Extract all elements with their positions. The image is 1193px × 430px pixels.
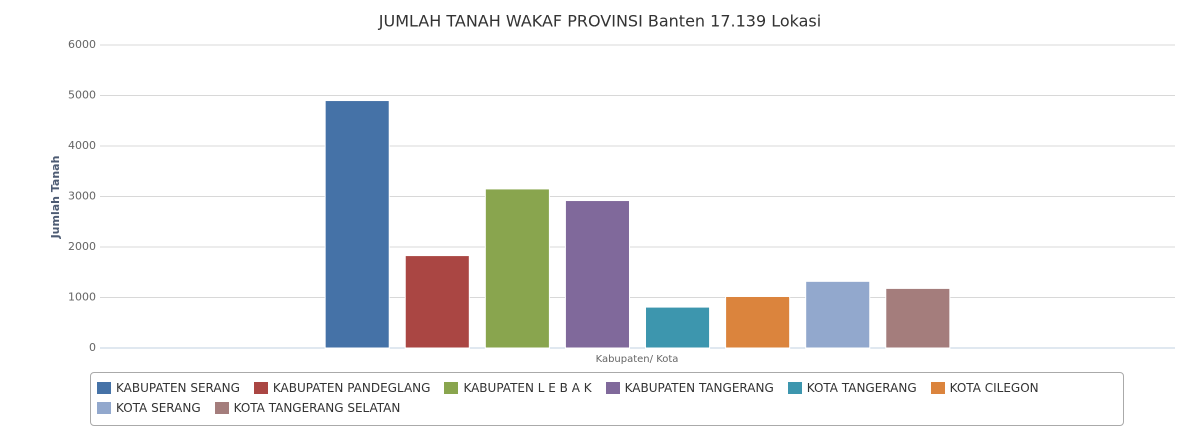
legend-item[interactable]: KABUPATEN L E B A K: [444, 378, 592, 398]
legend-label: KABUPATEN TANGERANG: [624, 381, 774, 395]
legend-item[interactable]: KOTA CILEGON: [930, 378, 1039, 398]
legend-label: KOTA TANGERANG: [806, 381, 917, 395]
legend-swatch: [97, 402, 111, 414]
legend-swatch: [97, 382, 111, 394]
legend-label: KABUPATEN PANDEGLANG: [272, 381, 431, 395]
chart: JUMLAH TANAH WAKAF PROVINSI Banten 17.13…: [49, 12, 1175, 365]
y-tick-label: 6000: [68, 38, 96, 51]
legend-swatch: [214, 402, 229, 414]
bar: [484, 188, 550, 349]
legend-swatch: [253, 382, 268, 394]
y-tick-label: 0: [89, 341, 96, 354]
bar: [805, 280, 871, 349]
legend-item[interactable]: KABUPATEN SERANG: [97, 378, 240, 398]
chart-title: JUMLAH TANAH WAKAF PROVINSI Banten 17.13…: [378, 12, 821, 31]
legend-item[interactable]: KOTA TANGERANG: [787, 378, 917, 398]
y-tick-label: 4000: [68, 139, 96, 152]
legend: KABUPATEN SERANG KABUPATEN PANDEGLANG KABU…: [90, 372, 1124, 426]
bar: [324, 100, 390, 349]
bar: [404, 255, 470, 349]
bar: [564, 200, 630, 349]
legend-label: KOTA TANGERANG SELATAN: [233, 401, 401, 415]
legend-label: KOTA CILEGON: [949, 381, 1039, 395]
legend-item[interactable]: KABUPATEN TANGERANG: [605, 378, 774, 398]
legend-swatch: [787, 382, 802, 394]
y-axis-label: Jumlah Tanah: [49, 156, 62, 240]
legend-label: KABUPATEN SERANG: [116, 381, 240, 395]
y-tick-label: 2000: [68, 240, 96, 253]
legend-swatch: [444, 382, 459, 394]
y-tick-label: 5000: [68, 89, 96, 102]
legend-label: KABUPATEN L E B A K: [463, 381, 592, 395]
legend-item[interactable]: KABUPATEN PANDEGLANG: [253, 378, 431, 398]
bar: [645, 306, 711, 349]
bar: [725, 295, 791, 349]
y-tick-label: 3000: [68, 190, 96, 203]
legend-item[interactable]: KOTA TANGERANG SELATAN: [214, 398, 401, 418]
x-axis-label: Kabupaten/ Kota: [596, 354, 679, 365]
legend-swatch: [930, 382, 945, 394]
legend-label: KOTA SERANG: [116, 401, 201, 415]
bar: [885, 287, 951, 349]
legend-item[interactable]: KOTA SERANG: [97, 398, 201, 418]
legend-swatch: [605, 382, 620, 394]
y-tick-label: 1000: [68, 291, 96, 304]
